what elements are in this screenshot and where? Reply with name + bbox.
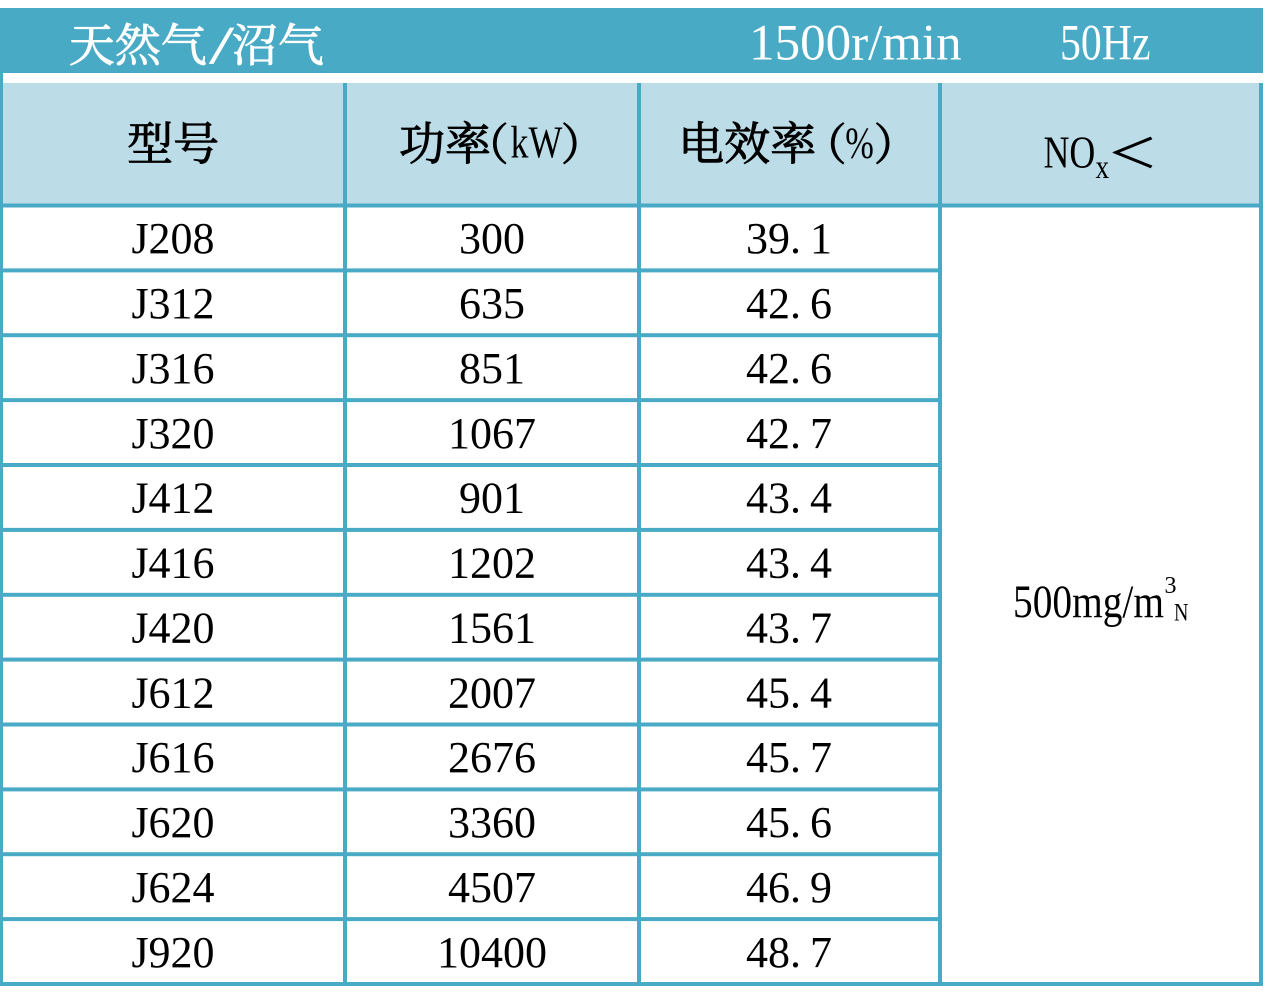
svg-text:J412: J412 bbox=[131, 474, 214, 523]
svg-text:N: N bbox=[1174, 598, 1188, 626]
svg-text:43.7: 43. 7 bbox=[746, 604, 832, 653]
svg-text:J208: J208 bbox=[131, 214, 214, 263]
svg-text:50Hz: 50Hz bbox=[1060, 15, 1151, 72]
svg-text:J312: J312 bbox=[131, 279, 214, 328]
svg-text:1067: 1067 bbox=[448, 409, 536, 458]
svg-text:J416: J416 bbox=[131, 539, 214, 588]
svg-text:J320: J320 bbox=[131, 409, 214, 458]
svg-text:kW: kW bbox=[511, 116, 563, 167]
svg-text:J616: J616 bbox=[131, 733, 214, 782]
svg-text:2676: 2676 bbox=[448, 733, 536, 782]
svg-text:NO: NO bbox=[1044, 126, 1096, 177]
svg-text:%: % bbox=[845, 118, 874, 167]
svg-text:300: 300 bbox=[459, 214, 525, 263]
svg-text:45.6: 45. 6 bbox=[746, 798, 832, 847]
svg-text:J920: J920 bbox=[131, 928, 214, 977]
svg-text:1561: 1561 bbox=[448, 604, 536, 653]
svg-text:10400: 10400 bbox=[437, 928, 547, 977]
svg-text:635: 635 bbox=[459, 279, 525, 328]
svg-text:J420: J420 bbox=[131, 604, 214, 653]
svg-text:43.4: 43. 4 bbox=[746, 539, 832, 588]
svg-text:1202: 1202 bbox=[448, 539, 536, 588]
svg-text:901: 901 bbox=[459, 474, 525, 523]
svg-text:39.1: 39. 1 bbox=[746, 214, 832, 263]
svg-text:J316: J316 bbox=[131, 344, 214, 393]
svg-text:1500r/min: 1500r/min bbox=[749, 16, 962, 72]
svg-text:500mg/m: 500mg/m bbox=[1013, 576, 1164, 628]
svg-text:J624: J624 bbox=[131, 863, 214, 912]
svg-text:42.7: 42. 7 bbox=[746, 409, 832, 458]
svg-text:J612: J612 bbox=[131, 668, 214, 717]
svg-text:3360: 3360 bbox=[448, 798, 536, 847]
svg-text:48.7: 48. 7 bbox=[746, 928, 832, 977]
svg-text:J620: J620 bbox=[131, 798, 214, 847]
svg-text:3: 3 bbox=[1165, 573, 1177, 599]
svg-text:4507: 4507 bbox=[448, 863, 536, 912]
svg-text:2007: 2007 bbox=[448, 668, 536, 717]
svg-text:42.6: 42. 6 bbox=[746, 344, 832, 393]
svg-text:851: 851 bbox=[459, 344, 525, 393]
svg-text:x: x bbox=[1096, 148, 1110, 186]
svg-text:42.6: 42. 6 bbox=[746, 279, 832, 328]
svg-text:45.7: 45. 7 bbox=[746, 733, 832, 782]
svg-text:45.4: 45. 4 bbox=[746, 668, 832, 717]
svg-text:46.9: 46. 9 bbox=[746, 863, 832, 912]
svg-text:43.4: 43. 4 bbox=[746, 474, 832, 523]
